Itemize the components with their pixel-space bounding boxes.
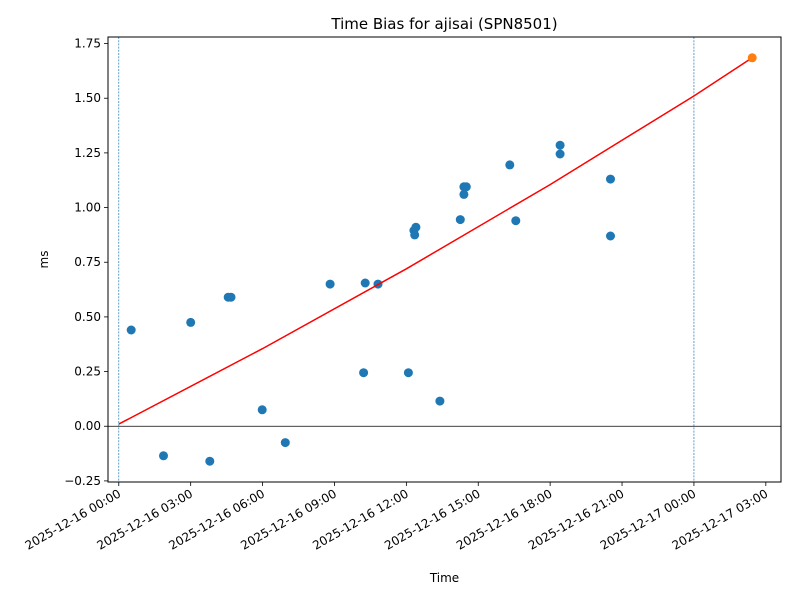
y-tick-label: 0.25 — [74, 365, 101, 379]
data-point — [257, 405, 267, 415]
y-axis-label: ms — [37, 251, 51, 269]
y-axis-ticks: −0.25 0.00 0.25 0.50 0.75 1.00 1.25 1.50 1.75 — [64, 37, 108, 488]
data-point — [159, 451, 168, 461]
data-point — [410, 230, 420, 240]
data-point — [359, 368, 369, 378]
data-point — [511, 216, 521, 226]
y-tick-label: 0.00 — [74, 419, 101, 433]
x-axis-label: Time — [429, 571, 459, 585]
data-point — [606, 231, 615, 241]
data-point — [126, 325, 136, 335]
y-tick-label: 1.00 — [74, 201, 101, 215]
data-point — [360, 278, 370, 288]
plot-area — [108, 37, 781, 482]
fit-line — [118, 57, 753, 425]
prediction-point — [747, 53, 757, 63]
data-point — [555, 149, 565, 159]
y-tick-label: 0.50 — [74, 310, 101, 324]
chart-title: Time Bias for ajisai (SPN8501) — [330, 15, 557, 33]
data-point — [205, 456, 215, 466]
data-point — [226, 292, 236, 302]
data-point — [403, 368, 413, 378]
data-point — [606, 174, 615, 184]
data-point — [461, 182, 471, 192]
axes-frame — [107, 36, 782, 483]
data-point — [555, 140, 565, 150]
data-point — [459, 189, 469, 199]
data-point — [455, 215, 465, 225]
y-tick-label: 1.25 — [74, 146, 101, 160]
y-tick-label: −0.25 — [64, 474, 101, 488]
data-point — [280, 438, 290, 448]
y-tick-label: 0.75 — [74, 255, 101, 269]
data-point — [325, 279, 335, 289]
data-point — [505, 160, 515, 170]
y-tick-label: 1.50 — [74, 91, 101, 105]
data-point — [186, 317, 196, 327]
y-tick-label: 1.75 — [74, 37, 101, 51]
data-point — [411, 222, 421, 232]
data-point — [435, 396, 445, 406]
